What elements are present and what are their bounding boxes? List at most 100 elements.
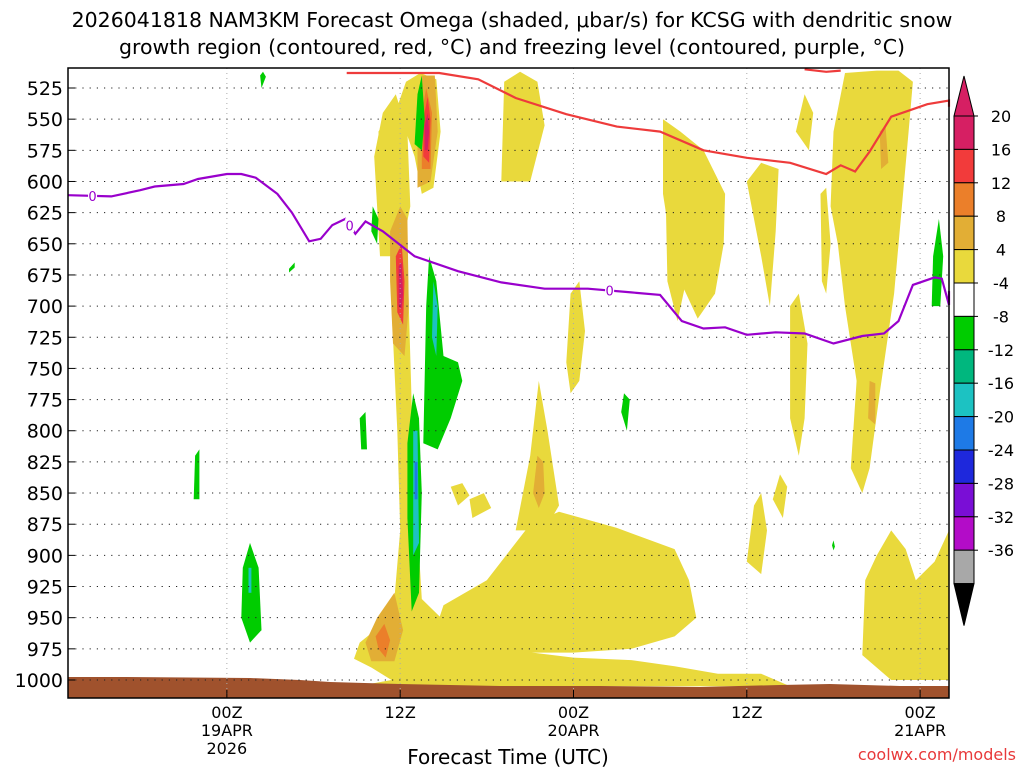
omega-region-descent-38: [289, 262, 295, 273]
colorbar-swatch-1: [953, 148, 975, 184]
omega-region-ascent-3: [469, 493, 492, 518]
colorbar-swatch-6: [953, 315, 975, 351]
contour-lines-layer: 0 0 0: [67, 68, 951, 345]
y-tick-label-975: 975: [27, 639, 63, 661]
omega-region-ascent-25: [868, 380, 876, 425]
colorbar-label-2: 12: [991, 174, 1011, 193]
y-tick-label-600: 600: [27, 171, 63, 193]
omega-region-ascent-15: [795, 94, 814, 151]
colorbar-swatch-11: [953, 482, 975, 518]
y-tick-label-750: 750: [27, 358, 63, 380]
x-tick-label-42-1: 12Z: [731, 703, 762, 722]
colorbar-swatch-3: [953, 215, 975, 251]
colorbar-label-9: -20: [988, 408, 1014, 427]
colorbar-label-3: 8: [996, 207, 1006, 226]
colorbar-swatch-13: [953, 549, 975, 585]
omega-region-ascent-13: [746, 493, 767, 575]
colorbar-swatch-2: [953, 182, 975, 217]
colorbar-top-cap: [953, 75, 975, 117]
freezing-level-label-2: 0: [605, 285, 613, 300]
colorbar-label-5: -4: [993, 274, 1009, 293]
x-tick-label-30-2: 20APR: [547, 721, 599, 740]
freezing-level-contour: [67, 172, 951, 345]
colorbar-swatch-10: [953, 449, 975, 484]
omega-region-ascent-8: [501, 71, 545, 182]
terrain-layer: [68, 677, 949, 698]
colorbar-swatch-9: [953, 416, 975, 451]
colorbar-label-7: -12: [988, 341, 1014, 360]
terrain-ground: [68, 677, 949, 698]
colorbar-label-12: -32: [988, 508, 1014, 527]
y-tick-label-850: 850: [27, 483, 63, 505]
colorbar-label-6: -8: [993, 307, 1009, 326]
omega-region-ascent-17: [820, 187, 831, 294]
x-axis-label: Forecast Time (UTC): [407, 745, 609, 768]
y-tick-label-550: 550: [27, 109, 63, 131]
omega-region-ascent-4: [515, 380, 559, 531]
colorbar-swatch-8: [953, 382, 975, 418]
omega-region-descent-41: [621, 393, 630, 431]
colorbar-swatch-4: [953, 249, 975, 284]
omega-region-ascent-31: [424, 112, 430, 151]
omega-region-ascent-1: [429, 511, 697, 656]
colorbar-label-0: 20: [991, 107, 1011, 126]
omega-region-ascent-26: [375, 623, 391, 658]
colorbar-swatch-12: [953, 516, 975, 551]
omega-region-ascent-9: [566, 281, 585, 394]
colorbar-bottom-cap: [953, 583, 975, 626]
freezing-label-bg-0: [88, 188, 98, 203]
colorbar: 20 16 12 8 4 -4 -8 -12 -16 -20 -24 -28 -32 -36: [953, 75, 1014, 626]
omega-region-descent-40: [193, 449, 200, 500]
x-tick-label-6-2: 19APR: [201, 721, 253, 740]
omega-region-ascent-11: [663, 119, 726, 319]
colorbar-label-11: -28: [988, 474, 1014, 493]
y-tick-label-675: 675: [27, 265, 63, 287]
y-tick-label-925: 925: [27, 577, 63, 599]
colorbar-label-8: -16: [988, 374, 1014, 393]
colorbar-swatch-7: [953, 349, 975, 384]
y-tick-label-825: 825: [27, 452, 63, 474]
x-tick-label-6-1: 00Z: [211, 703, 242, 722]
y-tick-label-950: 950: [27, 608, 63, 630]
omega-region-ascent-23: [533, 455, 545, 508]
omega-region-ascent-30: [398, 262, 404, 309]
omega-region-descent-32: [371, 206, 379, 244]
freezing-level-label-1: 0: [345, 219, 353, 234]
colorbar-swatch-5: [953, 282, 975, 317]
x-tick-label-6-3: 2026: [207, 739, 248, 758]
chart-title-line2: growth region (contoured, red, °C) and f…: [119, 35, 905, 59]
omega-region-ascent-2: [450, 483, 470, 506]
omega-region-ascent-24: [879, 125, 889, 169]
colorbar-label-1: 16: [991, 140, 1011, 159]
y-tick-label-700: 700: [27, 296, 63, 318]
omega-region-ascent-16: [790, 293, 808, 456]
y-tick-label-725: 725: [27, 327, 63, 349]
omega-shading-layer: [193, 70, 949, 687]
chart-title-line1: 2026041818 NAM3KM Forecast Omega (shaded…: [72, 8, 953, 32]
x-tick-label-30-1: 00Z: [558, 703, 589, 722]
watermark: coolwx.com/models: [858, 745, 1016, 764]
omega-region-descent-48: [414, 461, 418, 500]
omega-region-ascent-12: [746, 162, 779, 307]
x-tick-label-54-2: 21APR: [894, 721, 946, 740]
omega-region-descent-36: [414, 75, 425, 151]
dendritic-growth-contour: [346, 71, 951, 176]
omega-region-ascent-14: [772, 474, 788, 518]
plot-frame: [67, 67, 950, 699]
omega-region-descent-42: [931, 218, 944, 307]
y-tick-label-650: 650: [27, 234, 63, 256]
omega-region-descent-39: [260, 71, 266, 88]
omega-region-descent-44: [832, 540, 835, 551]
y-axis: 525 550 575 600 625 650 675 700 725 750 775 800 825 8…: [15, 78, 75, 692]
y-tick-label-1000: 1000: [15, 670, 63, 692]
dendritic-growth-contour-top: [804, 68, 841, 73]
y-tick-label-575: 575: [27, 140, 63, 162]
y-tick-label-800: 800: [27, 421, 63, 443]
y-tick-label-875: 875: [27, 514, 63, 536]
colorbar-label-10: -24: [988, 441, 1014, 460]
y-tick-label-625: 625: [27, 203, 63, 225]
freezing-label-bg-2: [605, 283, 615, 298]
